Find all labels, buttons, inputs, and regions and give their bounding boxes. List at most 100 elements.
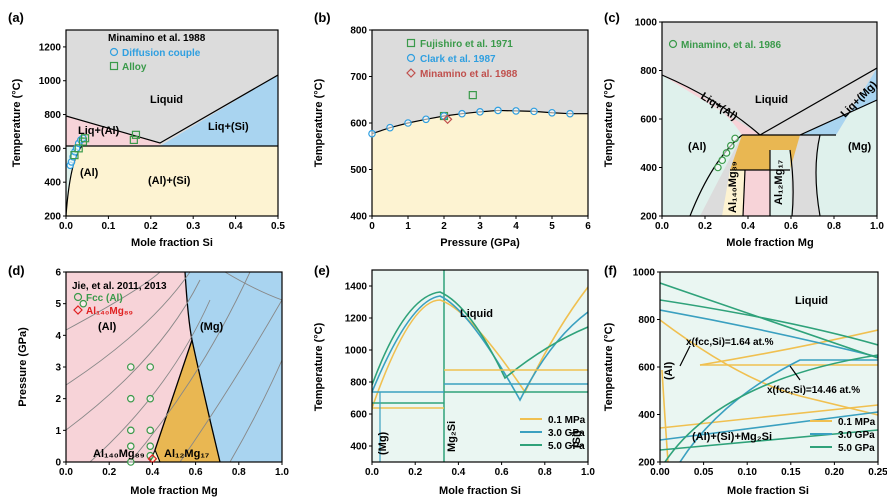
- y-tick-label: 600: [350, 410, 367, 421]
- region-liq-si-a: [160, 75, 278, 146]
- data-point: [494, 106, 502, 115]
- y-tick-label: 400: [44, 178, 61, 189]
- x-tick-label: 0.1: [101, 221, 115, 232]
- data-point: [146, 363, 155, 371]
- region-label: Mg₂Si: [446, 421, 458, 452]
- legend-entry: Alloy: [122, 62, 147, 73]
- data-point: [70, 151, 79, 160]
- region-solid-b: [372, 110, 588, 216]
- x-tick-label: 0.6: [495, 467, 509, 478]
- data-point: [127, 363, 135, 371]
- annotation: x(fcc,Si)=1.64 at.%: [686, 337, 774, 348]
- region-al-si-a: [66, 146, 278, 216]
- panel-b: (b) 0 1 2 3 4 5 6 400 500 600 700 800 Fujishiro et …: [313, 10, 591, 249]
- y-tick-label: 400: [640, 163, 657, 174]
- x-tick-label: 0.00: [650, 467, 670, 478]
- y-tick-label: 0: [55, 458, 61, 469]
- data-point: [80, 134, 90, 143]
- x-tick-label: 0.15: [781, 467, 801, 478]
- region-label: (Al): [663, 361, 675, 380]
- data-point: [566, 109, 574, 118]
- data-point: [726, 141, 735, 150]
- legend-entry: Minamino, et al. 1986: [681, 40, 781, 51]
- data-point: [127, 442, 135, 450]
- y-tick-label: 6: [55, 268, 61, 279]
- y-tick-label: 1400: [345, 282, 368, 293]
- y-tick-label: 800: [640, 66, 657, 77]
- panel-f-label: (f): [604, 263, 617, 278]
- x-tick-label: 0.6: [189, 467, 203, 478]
- y-tick-label: 200: [640, 212, 657, 223]
- panel-c-label: (c): [604, 10, 620, 25]
- region-label: (Al): [688, 141, 707, 153]
- y-tick-label: 1200: [39, 42, 62, 53]
- y-tick-label: 400: [350, 212, 367, 223]
- region-label: Liquid: [150, 94, 183, 106]
- x-tick-label: 1.0: [275, 467, 289, 478]
- panel-a: (a) 0.0 0.1 0.2 0.3 0.4 0.5 200 400 600 800 1000 12…: [8, 10, 285, 249]
- legend-entry: 3.0 GPa: [838, 430, 875, 441]
- x-axis-label: Pressure (GPa): [440, 237, 520, 249]
- y-tick-label: 5: [55, 299, 61, 310]
- panel-d-label: (d): [8, 263, 25, 278]
- x-tick-label: 2: [441, 221, 447, 232]
- x-tick-label: 0.20: [825, 467, 845, 478]
- data-point: [468, 90, 477, 100]
- y-tick-label: 400: [350, 442, 367, 453]
- legend-entry: 5.0 GPa: [548, 441, 585, 452]
- data-point: [129, 135, 138, 145]
- y-tick-label: 3: [55, 363, 61, 374]
- region-label: Al₁₄₀Mg₈₉: [727, 161, 739, 213]
- panel-e-ticks: 0.0 0.2 0.4 0.6 0.8 1.0 400 600 800 1000 1200 1400: [345, 282, 596, 479]
- panel-b-marks: [368, 90, 574, 138]
- x-tick-label: 6: [585, 221, 591, 232]
- y-axis-label: Temperature (°C): [313, 322, 325, 411]
- x-axis-label: Mole fraction Si: [727, 485, 809, 497]
- region-label: Al₁₂Mg₁₇: [773, 160, 785, 205]
- panel-c-ticks: 0.0 0.2 0.4 0.6 0.8 1.0 200 400 600 800 1000: [635, 18, 885, 233]
- y-tick-label: 800: [638, 315, 655, 326]
- data-point: [79, 299, 88, 308]
- data-point: [722, 149, 731, 157]
- y-tick-label: 800: [350, 378, 367, 389]
- data-point: [146, 394, 155, 403]
- panel-e: (e) 0.0 0.2 0.4 0.6 0.8 1.0 400 600 800 1000 1200 1…: [313, 263, 595, 497]
- region-label: (Mg): [200, 321, 224, 333]
- panel-b-label: (b): [314, 10, 331, 25]
- region-label: (Al)+(Si)+Mg₂Si: [692, 431, 772, 443]
- data-point: [548, 108, 556, 117]
- legend-title: Minamino et al. 1988: [108, 33, 206, 44]
- data-point: [146, 426, 155, 435]
- x-tick-label: 0.2: [144, 221, 158, 232]
- x-tick-label: 0.6: [784, 221, 798, 232]
- y-tick-label: 200: [44, 212, 61, 223]
- x-tick-label: 0.8: [827, 221, 841, 232]
- x-tick-label: 0.3: [186, 221, 200, 232]
- x-tick-label: 0.4: [451, 467, 465, 478]
- y-tick-label: 600: [638, 363, 655, 374]
- y-tick-label: 1000: [39, 76, 62, 87]
- x-tick-label: 3: [477, 221, 483, 232]
- region-label: Liq+(Si): [208, 121, 249, 133]
- y-tick-label: 800: [350, 26, 367, 37]
- data-point: [127, 394, 135, 403]
- panel-b-ticks: 0 1 2 3 4 5 6 400 500 600 700 800: [350, 26, 591, 233]
- y-axis-label: Temperature (°C): [603, 322, 615, 411]
- x-tick-label: 0: [369, 221, 375, 232]
- data-point: [127, 458, 135, 466]
- data-point: [530, 107, 538, 116]
- data-point: [146, 442, 155, 450]
- x-tick-label: 0.5: [271, 221, 285, 232]
- data-point: [127, 426, 135, 435]
- x-tick-label: 1.0: [581, 467, 595, 478]
- x-tick-label: 0.4: [145, 467, 159, 478]
- panel-a-label: (a): [8, 10, 24, 25]
- y-tick-label: 1: [55, 426, 61, 437]
- legend-entry: Clark et al. 1987: [420, 54, 496, 65]
- x-tick-label: 0.0: [655, 221, 669, 232]
- panel-d-marks: [79, 299, 158, 466]
- y-tick-label: 600: [350, 119, 367, 130]
